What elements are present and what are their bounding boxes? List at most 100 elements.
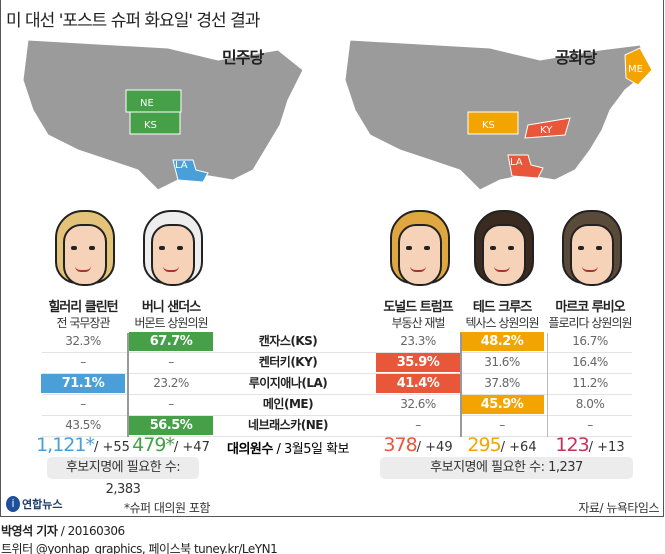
delegates-value: 378 — [383, 434, 417, 456]
candidate-title: 텍사스 상원의원 — [465, 316, 539, 330]
portrait-sanders — [139, 210, 203, 290]
delegates-value: 1,121* — [36, 434, 95, 456]
candidate-name: 힐러리 클린턴 — [48, 300, 118, 315]
result-cell: 37.8% — [484, 376, 520, 390]
row-divider — [42, 373, 632, 374]
label-ks: KS — [482, 120, 495, 131]
state-name: 켄터키(KY) — [258, 355, 318, 369]
state-ky — [524, 117, 571, 139]
result-cell: 11.2% — [572, 376, 608, 390]
label-la: LA — [175, 160, 188, 171]
state-name: 루이지애나(LA) — [248, 376, 328, 390]
portrait-clinton — [51, 210, 115, 290]
delegate-count-trump: 378/ +49 — [368, 434, 468, 456]
page-title: 미 대선 '포스트 슈퍼 화요일' 경선 결과 — [6, 11, 260, 31]
row-divider — [42, 394, 632, 395]
result-cell: 32.6% — [400, 397, 436, 411]
party-dem: 민주당 — [222, 48, 264, 67]
portrait-cruz — [470, 210, 534, 290]
delegates-gain: / +64 — [500, 440, 537, 455]
delegates-label: 대의원수 / 3월5일 확보 — [218, 438, 358, 457]
result-cell: 67.7% — [129, 332, 213, 351]
delegate-count-rubio: 123/ +13 — [540, 434, 640, 456]
result-cell: – — [80, 397, 86, 411]
candidate-title: 부동산 재벌 — [391, 316, 445, 330]
row-divider — [42, 436, 632, 437]
candidate-title: 버몬트 상원의원 — [134, 316, 208, 330]
delegates-gain: / +55 — [93, 440, 130, 455]
label-ky: KY — [540, 125, 553, 136]
note: *슈퍼 대의원 포함 — [124, 501, 210, 515]
candidate-title: 플로리다 상원의원 — [548, 316, 632, 330]
divider — [547, 333, 548, 437]
result-cell: – — [587, 418, 593, 432]
candidate-name: 테드 크루즈 — [472, 300, 532, 315]
candidate-name: 버니 샌더스 — [141, 300, 201, 315]
rep-map: ME KS KY LA — [344, 39, 653, 191]
logo-text: 연합뉴스 — [22, 498, 63, 511]
result-cell: – — [168, 397, 174, 411]
state-la — [172, 159, 209, 183]
state-name: 네브래스카(NE) — [248, 418, 328, 432]
byline: 박영석 기자 / 20160306 — [1, 522, 125, 539]
result-cell: 45.9% — [460, 395, 544, 414]
result-cell: 16.4% — [572, 355, 608, 369]
result-cell: 31.6% — [484, 355, 520, 369]
result-cell: 56.5% — [129, 416, 213, 435]
delegates-gain: / +13 — [588, 440, 625, 455]
result-cell: 43.5% — [65, 418, 101, 432]
byline-date: / 20160306 — [60, 524, 125, 538]
result-cell: 71.1% — [41, 374, 125, 393]
delegates-value: 123 — [555, 434, 589, 456]
result-cell: 35.9% — [376, 353, 460, 372]
divider — [460, 333, 462, 437]
delegate-count-cruz: 295/ +64 — [452, 434, 552, 456]
logo: i 연합뉴스 — [6, 496, 62, 512]
label-la: LA — [510, 157, 523, 168]
result-cell: – — [415, 418, 421, 432]
state-name: 메인(ME) — [262, 397, 314, 411]
result-cell: 23.2% — [153, 376, 189, 390]
result-cell: 41.4% — [376, 374, 460, 393]
label-ne: NE — [140, 98, 154, 109]
result-cell: 23.3% — [400, 334, 436, 348]
needed-dem: 후보지명에 필요한 수: 2,383 — [47, 457, 199, 497]
result-cell: 8.0% — [575, 397, 605, 411]
portrait-rubio — [558, 210, 622, 290]
delegates-gain: / +49 — [416, 440, 453, 455]
row-divider — [42, 415, 632, 416]
dem-map: NE KS LA — [22, 39, 304, 191]
byline-name: 박영석 기자 — [1, 524, 58, 538]
row-divider — [42, 352, 632, 353]
candidate-name: 마르코 루비오 — [555, 300, 625, 315]
result-cell: 48.2% — [460, 332, 544, 351]
needed-rep: 후보지명에 필요한 수: 1,237 — [380, 457, 633, 479]
label-ks: KS — [144, 120, 157, 131]
delegate-count-clinton: 1,121*/ +55 — [33, 434, 133, 456]
state-ks — [129, 111, 181, 135]
result-cell: – — [80, 355, 86, 369]
logo-icon: i — [6, 496, 20, 512]
state-name: 캔자스(KS) — [258, 334, 318, 348]
delegates-value: 479* — [132, 434, 175, 456]
divider — [127, 333, 129, 437]
portrait-trump — [386, 210, 450, 290]
candidate-name: 도널드 트럼프 — [383, 300, 453, 315]
result-cell: – — [499, 418, 505, 432]
label-me: ME — [628, 64, 643, 75]
source: 자료/ 뉴욕타임스 — [578, 501, 659, 515]
state-la — [507, 154, 544, 179]
state-me — [624, 47, 653, 86]
state-ks — [467, 111, 519, 135]
candidate-title: 전 국무장관 — [56, 316, 110, 330]
frame — [0, 0, 664, 517]
delegates-value: 295 — [467, 434, 501, 456]
delegates-title: 대의원수 — [226, 442, 273, 457]
social: 트위터 @yonhap_graphics, 페이스북 tuney.kr/LeYN… — [1, 542, 278, 554]
result-cell: – — [168, 355, 174, 369]
delegates-gain: / +47 — [173, 440, 210, 455]
delegate-count-sanders: 479*/ +47 — [121, 434, 221, 456]
result-cell: 32.3% — [65, 334, 101, 348]
party-rep: 공화당 — [555, 48, 597, 67]
